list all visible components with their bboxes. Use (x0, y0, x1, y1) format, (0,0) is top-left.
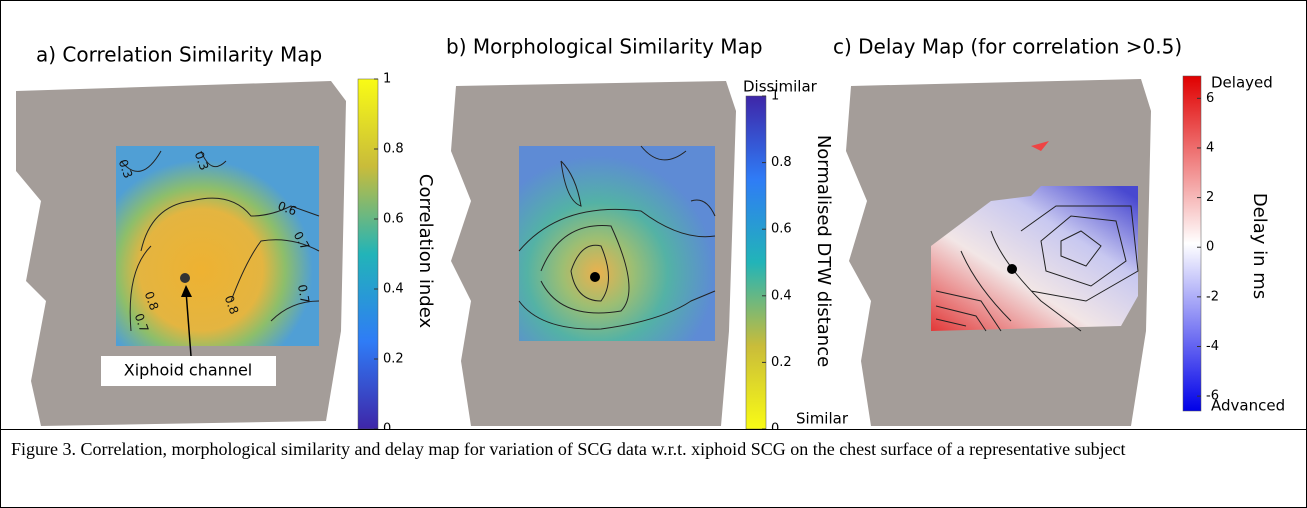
colorbar-tick-label: 0.4 (771, 288, 792, 303)
colorbar-tick-label: 1 (383, 72, 391, 87)
heatmap (931, 186, 1138, 331)
colorbar-bottom-label: Advanced (1211, 397, 1285, 415)
contour (120, 150, 320, 332)
colorbar-tick-label: 0.4 (383, 282, 404, 297)
colorbar-tick-label: -6 (1206, 389, 1219, 404)
colorbar-tick-label: 0.6 (771, 222, 792, 237)
contour-label: 0.8 (142, 289, 162, 312)
arrow (185, 290, 192, 357)
colorbar-tick-label: 0.8 (771, 155, 792, 170)
colorbar-bottom-label: Similar (796, 410, 849, 428)
arrowhead (181, 285, 192, 297)
contour-label: 0.7 (132, 311, 152, 334)
colorbar-tick-label: 4 (1206, 140, 1214, 155)
colorbar (357, 78, 379, 430)
colorbar-label: Delay in ms (1249, 193, 1270, 299)
colorbar-label: Correlation index (415, 174, 436, 329)
panel-title: c) Delay Map (for correlation >0.5) (833, 35, 1182, 59)
caption: Figure 3. Correlation, morphological sim… (1, 429, 1306, 507)
colorbar-tick-label: 0.2 (383, 352, 404, 367)
colorbar-top-label: Dissimilar (743, 78, 818, 96)
colorbar-tick-label: 0.8 (383, 142, 404, 157)
heatmap (519, 146, 715, 341)
annotation-box (101, 356, 276, 386)
colorbar-tick-label: 2 (1206, 190, 1214, 205)
figure: Xiphoid channel a) Correlation Similarit… (16, 35, 1285, 437)
panel-title: b) Morphological Similarity Map (446, 35, 763, 59)
panel-title: a) Correlation Similarity Map (36, 43, 322, 67)
heatmap (116, 146, 319, 346)
colorbar-tick-label: 0.2 (771, 355, 792, 370)
colorbar-tick-label: 1 (771, 89, 779, 104)
colorbar (745, 95, 767, 430)
xiphoid-dot (1007, 264, 1017, 274)
contour-patch (1031, 141, 1049, 151)
xiphoid-dot (590, 272, 600, 282)
colorbar-tick-label: 0 (383, 422, 391, 430)
contour-label: 0.7 (295, 283, 312, 304)
colorbar-label: Normalised DTW distance (813, 135, 834, 367)
contour-label: 0.3 (116, 157, 136, 180)
colorbar (1182, 75, 1202, 412)
colorbar-tick-label: 0 (771, 422, 779, 430)
contour-label: 0.6 (276, 199, 299, 219)
colorbar-tick-label: -4 (1206, 339, 1219, 354)
contour-label: 0.3 (192, 149, 212, 172)
contour (518, 145, 716, 330)
colorbar-tick-label: 0.6 (383, 212, 404, 227)
contour-label: 0.8 (222, 293, 242, 316)
colorbar-top-label: Delayed (1211, 74, 1273, 92)
annotation: Xiphoid channel (124, 361, 253, 380)
colorbar-tick-label: 0 (1206, 240, 1214, 255)
xiphoid-dot (180, 273, 190, 283)
colorbar-tick-label: 6 (1206, 91, 1214, 106)
colorbar-tick-label: -2 (1206, 289, 1219, 304)
